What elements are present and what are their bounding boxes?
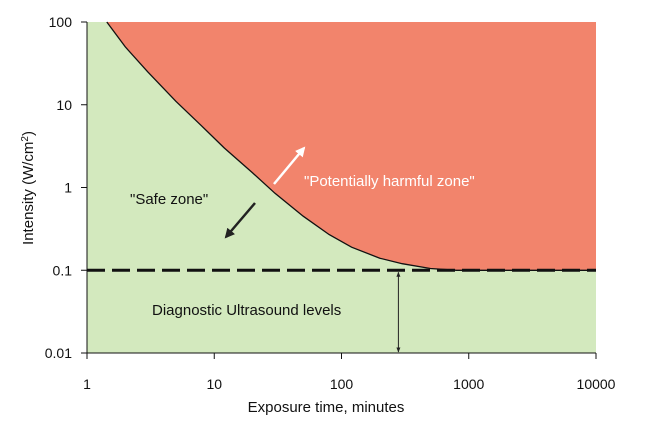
x-tick-label: 1 [83,376,91,392]
y-tick-label: 100 [49,14,73,30]
y-axis-ticks: 0.01 0.1 1 10 100 [45,14,87,361]
x-tick-label: 10 [206,376,222,392]
y-axis-title: Intensity (W/cm2) [20,131,38,245]
y-tick-label: 0.1 [53,262,73,278]
y-axis-title-main: Intensity (W/cm [20,142,37,245]
x-axis-ticks: 1 10 100 1000 10000 [83,353,616,392]
harmful-zone-region [106,22,597,271]
y-axis-title-end: ) [20,131,37,136]
y-tick-label: 10 [56,97,72,113]
x-tick-label: 10000 [577,376,616,392]
x-axis-title: Exposure time, minutes [248,399,405,416]
x-tick-label: 100 [330,376,354,392]
y-tick-label: 1 [64,180,72,196]
x-tick-label: 1000 [453,376,484,392]
y-tick-label: 0.01 [45,345,72,361]
y-axis-title-superscript: 2 [20,136,31,142]
safe-zone-label: "Safe zone" [130,191,208,208]
harmful-zone-label: "Potentially harmful zone" [304,173,475,190]
diagnostic-levels-label: Diagnostic Ultrasound levels [152,302,341,319]
safe-zone-arrow [224,202,256,239]
harmful-zone-arrow [273,146,306,185]
